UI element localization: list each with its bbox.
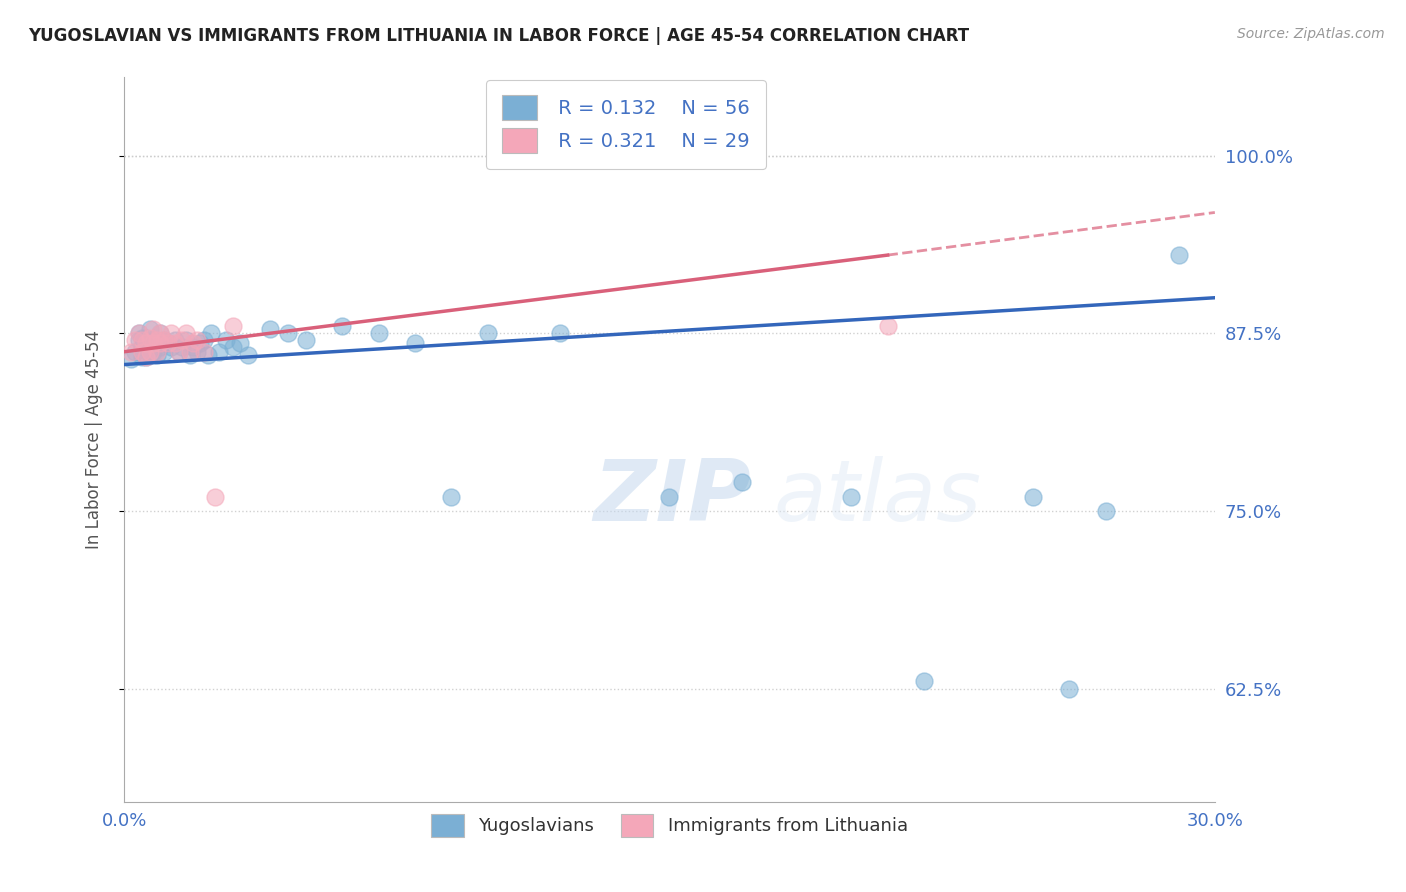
- Point: [142, 344, 165, 359]
- Point: [1167, 248, 1189, 262]
- Point: [149, 326, 172, 341]
- Point: [912, 674, 935, 689]
- Point: [295, 334, 318, 348]
- Point: [440, 490, 463, 504]
- Point: [200, 326, 222, 341]
- Point: [193, 344, 215, 359]
- Point: [186, 344, 208, 359]
- Point: [190, 336, 212, 351]
- Point: [367, 326, 389, 341]
- Point: [404, 336, 426, 351]
- Point: [131, 341, 153, 355]
- Point: [1094, 504, 1116, 518]
- Point: [135, 351, 157, 365]
- Point: [222, 341, 245, 355]
- Point: [146, 348, 169, 362]
- Text: ZIP: ZIP: [593, 457, 751, 540]
- Point: [1022, 490, 1045, 504]
- Point: [156, 336, 179, 351]
- Point: [172, 341, 194, 355]
- Point: [135, 341, 157, 355]
- Point: [330, 319, 353, 334]
- Text: Source: ZipAtlas.com: Source: ZipAtlas.com: [1237, 27, 1385, 41]
- Point: [179, 344, 201, 359]
- Point: [138, 344, 160, 359]
- Point: [120, 344, 142, 359]
- Point: [135, 330, 157, 344]
- Point: [174, 334, 197, 348]
- Point: [550, 326, 572, 341]
- Point: [135, 336, 157, 351]
- Legend: Yugoslavians, Immigrants from Lithuania: Yugoslavians, Immigrants from Lithuania: [423, 806, 915, 844]
- Point: [149, 326, 172, 341]
- Point: [138, 348, 160, 362]
- Point: [658, 490, 681, 504]
- Point: [160, 341, 183, 355]
- Point: [208, 344, 231, 359]
- Point: [131, 344, 153, 359]
- Point: [876, 319, 898, 334]
- Point: [179, 348, 201, 362]
- Point: [138, 322, 160, 336]
- Point: [153, 344, 176, 359]
- Point: [477, 326, 499, 341]
- Point: [186, 334, 208, 348]
- Point: [181, 336, 204, 351]
- Point: [131, 330, 153, 344]
- Point: [153, 334, 176, 348]
- Point: [142, 336, 165, 351]
- Point: [128, 326, 150, 341]
- Point: [839, 490, 862, 504]
- Point: [128, 334, 150, 348]
- Point: [142, 334, 165, 348]
- Point: [236, 348, 259, 362]
- Point: [124, 344, 146, 359]
- Point: [138, 336, 160, 351]
- Point: [167, 344, 190, 359]
- Point: [131, 334, 153, 348]
- Point: [229, 336, 252, 351]
- Point: [135, 351, 157, 365]
- Point: [163, 334, 186, 348]
- Point: [153, 334, 176, 348]
- Point: [222, 319, 245, 334]
- Point: [142, 322, 165, 336]
- Point: [167, 344, 190, 359]
- Point: [181, 341, 204, 355]
- Point: [215, 334, 238, 348]
- Point: [731, 475, 754, 490]
- Y-axis label: In Labor Force | Age 45-54: In Labor Force | Age 45-54: [86, 330, 103, 549]
- Point: [259, 322, 281, 336]
- Point: [149, 341, 172, 355]
- Point: [146, 334, 169, 348]
- Point: [120, 351, 142, 366]
- Point: [277, 326, 299, 341]
- Point: [160, 326, 183, 341]
- Point: [131, 351, 153, 365]
- Point: [163, 336, 186, 351]
- Point: [138, 330, 160, 344]
- Point: [146, 336, 169, 351]
- Text: YUGOSLAVIAN VS IMMIGRANTS FROM LITHUANIA IN LABOR FORCE | AGE 45-54 CORRELATION : YUGOSLAVIAN VS IMMIGRANTS FROM LITHUANIA…: [28, 27, 969, 45]
- Text: atlas: atlas: [773, 457, 981, 540]
- Point: [1059, 681, 1081, 696]
- Point: [124, 334, 146, 348]
- Point: [156, 336, 179, 351]
- Point: [197, 348, 219, 362]
- Point: [193, 334, 215, 348]
- Point: [204, 490, 226, 504]
- Point: [172, 334, 194, 348]
- Point: [174, 326, 197, 341]
- Point: [128, 326, 150, 341]
- Point: [149, 336, 172, 351]
- Point: [146, 344, 169, 359]
